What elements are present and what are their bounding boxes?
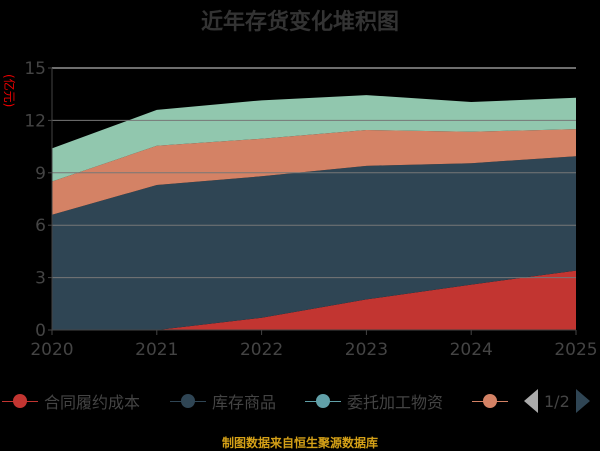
legend-label: 委托加工物资 bbox=[347, 393, 444, 412]
x-tick-label: 2025 bbox=[554, 340, 597, 360]
legend-marker-icon bbox=[305, 388, 341, 414]
area-series-0 bbox=[52, 270, 576, 330]
legend-item-2[interactable]: 委托加工物资 bbox=[305, 388, 443, 414]
y-tick-label: 3 bbox=[35, 269, 46, 289]
area-series-3 bbox=[52, 129, 576, 215]
y-tick-label: 0 bbox=[35, 321, 46, 341]
x-tick-label: 2024 bbox=[450, 340, 493, 360]
legend-label: 合同履约成本 bbox=[44, 393, 141, 412]
legend-item-3[interactable] bbox=[472, 388, 508, 414]
y-tick-label: 6 bbox=[35, 216, 46, 236]
next-page-icon[interactable] bbox=[575, 389, 590, 413]
legend-item-0[interactable]: 合同履约成本 bbox=[2, 388, 140, 414]
area-series-1 bbox=[52, 156, 576, 330]
source-note: 制图数据来自恒生聚源数据库 bbox=[221, 436, 378, 450]
x-tick-label: 2022 bbox=[240, 340, 283, 360]
chart-title: 近年存货变化堆积图 bbox=[200, 10, 399, 35]
prev-page-icon[interactable] bbox=[524, 389, 538, 413]
y-tick-label: 12 bbox=[24, 111, 46, 131]
x-tick-label: 2023 bbox=[345, 340, 388, 360]
legend-marker-icon bbox=[472, 388, 508, 414]
legend-label: 库存商品 bbox=[212, 393, 277, 412]
y-tick-label: 9 bbox=[35, 164, 46, 184]
stacked-area-chart: 0 3 6 9 12 15 2020 2021 2022 2023 2024 2025 bbox=[24, 59, 597, 360]
legend-pager: 1/2 bbox=[524, 388, 590, 414]
x-tick-label: 2020 bbox=[30, 340, 73, 360]
legend-marker-icon bbox=[2, 388, 38, 414]
legend-item-1[interactable]: 库存商品 bbox=[170, 388, 276, 414]
y-axis-unit: (亿元) bbox=[2, 74, 16, 108]
legend-marker-icon bbox=[170, 388, 206, 414]
legend: 合同履约成本 库存商品 委托加工物资 bbox=[0, 388, 600, 414]
area-series-4 bbox=[52, 95, 576, 182]
legend-page-indicator: 1/2 bbox=[544, 391, 570, 411]
x-tick-label: 2021 bbox=[135, 340, 178, 360]
y-tick-label: 15 bbox=[24, 59, 46, 79]
